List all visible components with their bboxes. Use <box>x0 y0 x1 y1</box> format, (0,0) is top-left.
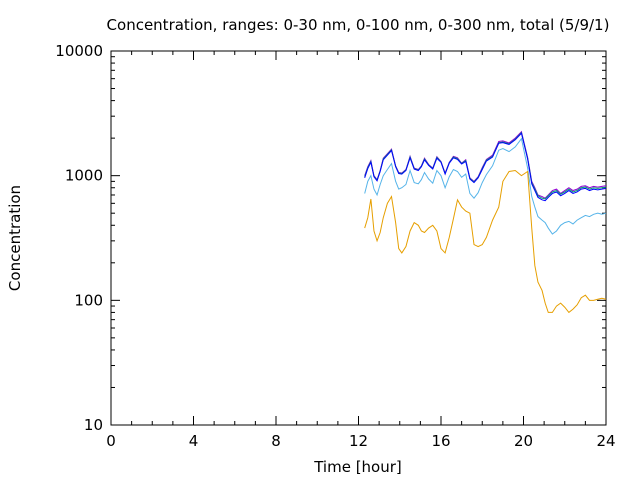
series-line-1 <box>364 131 607 200</box>
x-tick-label: 16 <box>431 432 450 450</box>
series-line-2 <box>364 137 607 235</box>
x-tick-label: 24 <box>596 432 615 450</box>
y-tick-label: 10 <box>84 416 103 434</box>
x-tick-label: 4 <box>189 432 199 450</box>
chart-title: Concentration, ranges: 0-30 nm, 0-100 nm… <box>107 16 610 34</box>
x-tick-label: 8 <box>271 432 281 450</box>
y-tick-label: 10000 <box>55 42 103 60</box>
plot-frame <box>110 50 607 426</box>
x-tick-label: 12 <box>349 432 368 450</box>
series-line-3 <box>364 169 607 314</box>
x-tick-label: 20 <box>514 432 533 450</box>
axis-ticks: 0 4 8 12 16 20 24 10 100 1000 10000 <box>55 42 615 450</box>
series-line-4 <box>364 132 607 202</box>
y-tick-label: 100 <box>74 291 103 309</box>
series-lines <box>364 130 607 314</box>
x-axis-label: Time [hour] <box>313 458 402 476</box>
x-tick-label: 0 <box>106 432 116 450</box>
y-axis-label: Concentration <box>6 185 24 291</box>
y-tick-label: 1000 <box>65 167 103 185</box>
